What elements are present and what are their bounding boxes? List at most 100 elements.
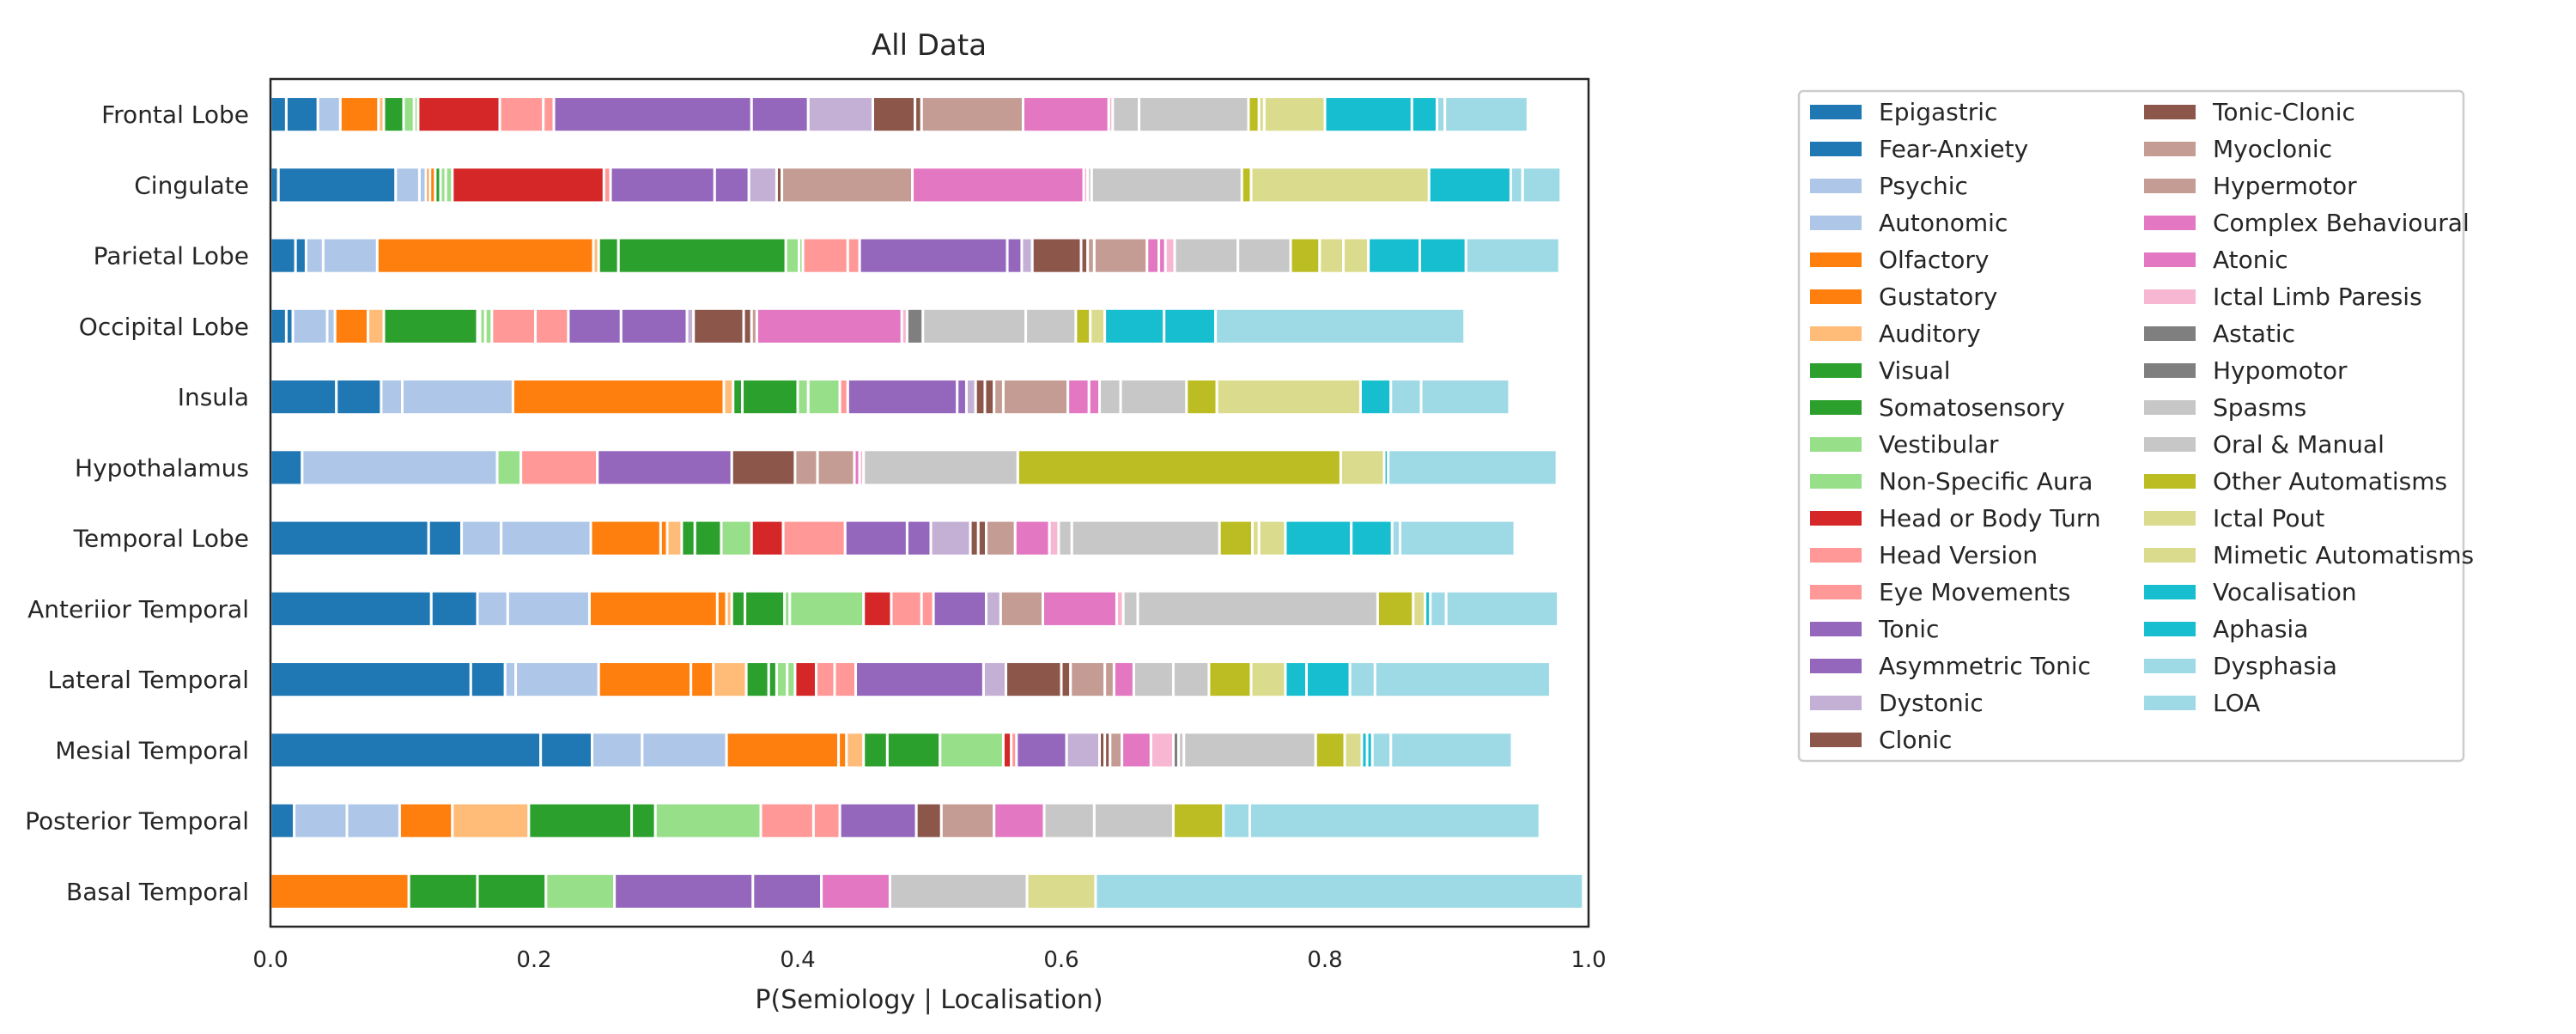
legend-swatch (2144, 437, 2196, 452)
bar-segment (680, 519, 696, 557)
legend-swatch (2144, 252, 2196, 267)
bar-segment (345, 801, 401, 840)
bar-segment (398, 801, 454, 840)
bar-segment (806, 378, 841, 417)
bar-segment (1094, 872, 1585, 910)
bar-segment (1412, 589, 1427, 628)
legend-label: Myoclonic (2213, 135, 2332, 163)
bar-segment (1070, 519, 1221, 557)
bar-segment (1387, 448, 1558, 487)
bar-segment (1089, 307, 1107, 345)
bar-segment (956, 378, 968, 417)
legend-swatch (1810, 363, 1862, 378)
bar-segment (755, 307, 903, 345)
bar-segment (427, 519, 464, 557)
bar-segment (993, 801, 1046, 840)
bar-segment (1236, 236, 1292, 275)
bar-segment (871, 95, 917, 134)
y-tick-label: Cingulate (134, 171, 249, 199)
bar-segment (929, 519, 972, 557)
bar-segment (905, 519, 933, 557)
bar-segment (1509, 166, 1524, 204)
bar-segment (730, 589, 747, 628)
bar-segment (503, 660, 518, 699)
bar-segment (402, 95, 416, 134)
y-tick-label: Frontal Lobe (101, 100, 249, 129)
bar-segment (1069, 660, 1107, 699)
bar-segment (1138, 95, 1250, 134)
legend-swatch (1810, 142, 1862, 156)
bar-segment (1249, 166, 1431, 204)
bar-segment (1092, 236, 1149, 275)
bar-segment (416, 95, 501, 134)
bar-segment (333, 307, 370, 345)
bar-segment (619, 307, 689, 345)
bar-segment (921, 307, 1028, 345)
bar-segment (589, 519, 662, 557)
bar-segment (1419, 378, 1511, 417)
legend-swatch (1810, 474, 1862, 489)
bar-segment (801, 236, 849, 275)
bar-segment (613, 872, 755, 910)
x-tick-label: 1.0 (1571, 947, 1606, 973)
bar-segment (1350, 519, 1394, 557)
bar-segment (1389, 731, 1514, 769)
bar-segment (269, 872, 410, 910)
bar-segment (382, 307, 479, 345)
bar-segment (293, 801, 349, 840)
bar-segment (1020, 236, 1034, 275)
bar-segment (316, 95, 342, 134)
bar-segment (1119, 378, 1188, 417)
bar-segment (269, 448, 304, 487)
bar-segment (1112, 660, 1135, 699)
bar-segment (985, 589, 1002, 628)
bar-segment (1048, 519, 1060, 557)
bar-segment (1132, 660, 1175, 699)
legend-label: Visual (1879, 356, 1951, 385)
legend-swatch (2144, 400, 2196, 415)
y-axis-ticks: Frontal Lobe Cingulate Parietal Lobe Occipi… (25, 100, 249, 906)
y-tick-label: Hypothalamus (75, 453, 249, 482)
bar-segment (1247, 95, 1261, 134)
bar-segment (597, 660, 693, 699)
bar-segment (269, 307, 288, 345)
bar-segment (451, 166, 605, 204)
bar-segment (269, 589, 433, 628)
legend-swatch (2144, 659, 2196, 673)
x-tick-label: 0.4 (780, 947, 815, 973)
bar-segment (1087, 378, 1102, 417)
legend-label: Fear-Anxiety (1879, 135, 2028, 163)
bar-segment (939, 731, 1005, 769)
bar-segment (1042, 801, 1096, 840)
bar-segment (460, 519, 503, 557)
legend-label: LOA (2213, 689, 2260, 717)
bar-segment (720, 519, 753, 557)
bar-segment (784, 236, 801, 275)
legend-label: Hypomotor (2213, 356, 2348, 385)
bar-segment (1057, 519, 1073, 557)
bar-segment (692, 307, 745, 345)
legend-swatch (2144, 179, 2196, 193)
bar-segment (587, 589, 719, 628)
bar-segment (1222, 801, 1252, 840)
bar-segment (722, 378, 735, 417)
bar-segment (375, 236, 595, 275)
legend-swatch (2144, 363, 2196, 378)
x-axis-label: P(Semiology | Localisation) (755, 985, 1103, 1015)
legend-label: Vocalisation (2213, 578, 2357, 606)
y-tick-label: Insula (178, 383, 249, 411)
bar-segment (1060, 660, 1072, 699)
legend-label: Tonic-Clonic (2212, 98, 2355, 126)
bar-segment (1464, 236, 1561, 275)
bar-segment (920, 95, 1024, 134)
x-tick-label: 0.0 (252, 947, 288, 973)
bar-segment (788, 589, 866, 628)
bar-segment (495, 448, 523, 487)
bar-segment (993, 378, 1005, 417)
bar-segment (1111, 95, 1141, 134)
bar-segment (920, 589, 935, 628)
bar-segment (1214, 307, 1467, 345)
bar-segment (1163, 236, 1176, 275)
